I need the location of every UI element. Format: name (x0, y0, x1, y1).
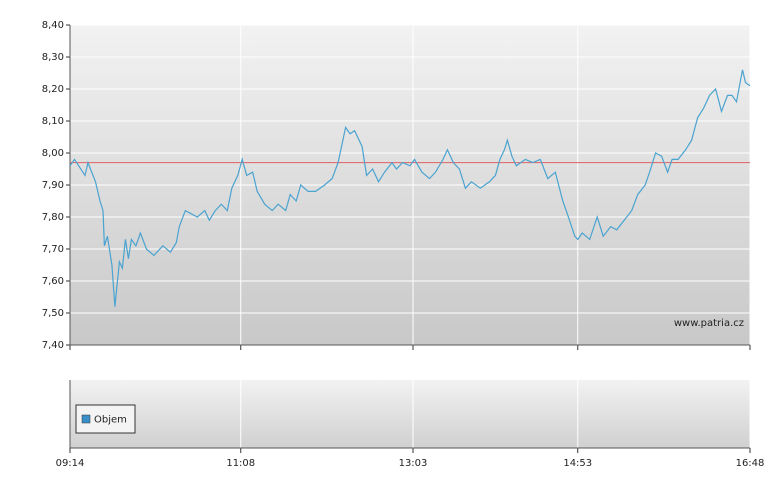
y-tick-label: 7,80 (42, 212, 64, 223)
y-tick-label: 7,70 (42, 244, 64, 255)
legend-swatch (81, 414, 91, 424)
y-tick-label: 7,90 (42, 180, 64, 191)
y-tick-label: 8,40 (42, 20, 64, 31)
legend-label: Objem (94, 415, 127, 426)
y-tick-label: 7,50 (42, 308, 64, 319)
y-tick-label: 8,00 (42, 148, 64, 159)
x-tick-label: 11:08 (226, 458, 255, 469)
x-tick-label: 13:03 (399, 458, 428, 469)
x-tick-label: 09:14 (56, 458, 85, 469)
x-tick-label: 14:53 (563, 458, 592, 469)
y-tick-label: 7,60 (42, 276, 64, 287)
volume-area (70, 380, 750, 448)
y-tick-label: 8,10 (42, 116, 64, 127)
y-tick-label: 8,20 (42, 84, 64, 95)
watermark: www.patria.cz (674, 318, 744, 329)
x-tick-label: 16:48 (736, 458, 765, 469)
y-tick-label: 8,30 (42, 52, 64, 63)
y-tick-label: 7,40 (42, 340, 64, 351)
price-line (69, 69, 751, 307)
